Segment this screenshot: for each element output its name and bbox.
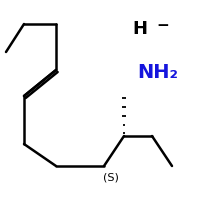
Text: NH₂: NH₂ bbox=[137, 64, 178, 82]
Text: H: H bbox=[132, 20, 148, 38]
Text: (S): (S) bbox=[103, 172, 119, 182]
Text: −: − bbox=[157, 18, 169, 32]
